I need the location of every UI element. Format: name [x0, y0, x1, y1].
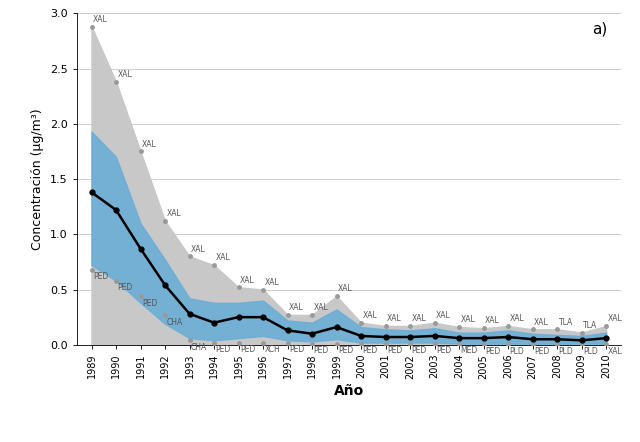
- Text: XAL: XAL: [93, 15, 108, 24]
- Text: XCH: XCH: [264, 345, 280, 354]
- Text: XAL: XAL: [264, 278, 279, 287]
- Text: PED: PED: [240, 345, 255, 354]
- Text: XAL: XAL: [362, 311, 377, 320]
- Text: XAL: XAL: [117, 70, 132, 79]
- Text: TLA: TLA: [583, 321, 597, 330]
- Y-axis label: Concentración (µg/m³): Concentración (µg/m³): [31, 108, 44, 250]
- Text: a): a): [592, 22, 607, 37]
- Text: XAL: XAL: [509, 314, 524, 323]
- Text: PED: PED: [387, 347, 402, 355]
- Text: PED: PED: [436, 347, 451, 355]
- Text: XAL: XAL: [412, 314, 426, 323]
- Text: XAL: XAL: [191, 244, 205, 254]
- Text: PLD: PLD: [559, 347, 573, 356]
- Text: XAL: XAL: [607, 314, 622, 323]
- Text: XAL: XAL: [216, 253, 230, 263]
- Text: PED: PED: [93, 272, 108, 282]
- Text: MED: MED: [460, 347, 477, 355]
- Text: CHA: CHA: [191, 343, 207, 352]
- Text: XAL: XAL: [485, 316, 500, 325]
- Text: PED: PED: [412, 347, 427, 355]
- Text: XAL: XAL: [338, 284, 353, 293]
- Text: PED: PED: [117, 283, 132, 293]
- Text: XAL: XAL: [314, 303, 328, 312]
- X-axis label: Año: Año: [333, 384, 364, 398]
- Text: PED: PED: [289, 345, 304, 354]
- Text: XAL: XAL: [289, 303, 303, 312]
- Text: XAL: XAL: [534, 317, 548, 327]
- Text: XAL: XAL: [387, 314, 402, 323]
- Text: PED: PED: [485, 347, 500, 356]
- Text: PED: PED: [534, 347, 549, 356]
- Text: XAL: XAL: [607, 347, 622, 356]
- Text: PED: PED: [142, 299, 157, 308]
- Text: XAL: XAL: [436, 311, 451, 320]
- Text: TLA: TLA: [559, 317, 573, 327]
- Text: PED: PED: [338, 347, 353, 355]
- Text: PLD: PLD: [509, 347, 524, 356]
- Text: XAL: XAL: [240, 275, 255, 285]
- Text: PED: PED: [362, 347, 378, 355]
- Text: PED: PED: [314, 347, 329, 355]
- Text: XAL: XAL: [142, 140, 157, 149]
- Text: PED: PED: [216, 345, 230, 354]
- Text: CHA: CHA: [166, 318, 182, 327]
- Text: XAL: XAL: [166, 209, 181, 218]
- Text: XAL: XAL: [460, 315, 476, 324]
- Text: PLD: PLD: [583, 347, 598, 356]
